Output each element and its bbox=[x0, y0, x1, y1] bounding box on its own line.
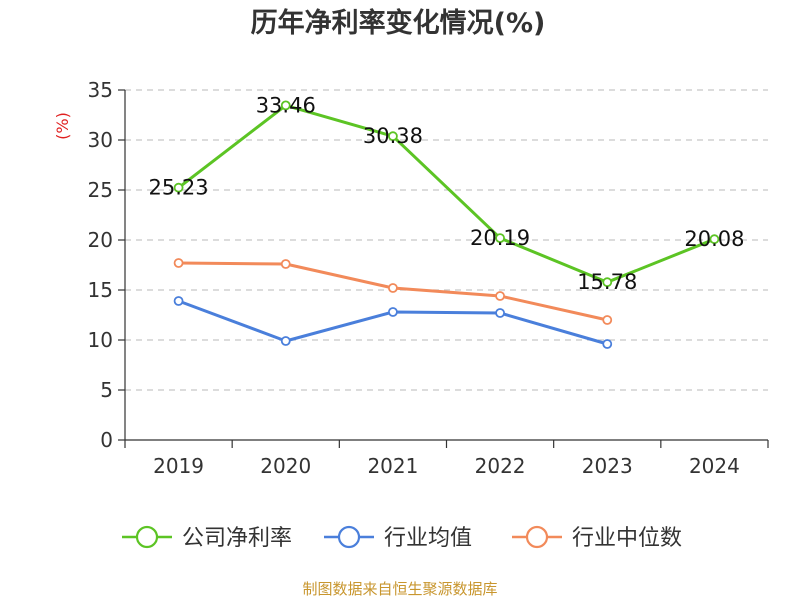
point-s0-2022 bbox=[495, 233, 505, 244]
point-s1-2020 bbox=[280, 336, 291, 346]
x-tick-label-2019: 2019 bbox=[153, 454, 204, 478]
point-s1-2019 bbox=[173, 296, 184, 306]
point-s2-2020 bbox=[280, 259, 291, 269]
point-s0-2023 bbox=[602, 277, 613, 288]
legend-label-2: 行业中位数 bbox=[572, 526, 682, 551]
y-tick-label-5: 5 bbox=[100, 378, 113, 402]
data-label-2024: 20.08 bbox=[684, 227, 744, 251]
point-s0-2021 bbox=[388, 131, 398, 142]
point-s1-2022 bbox=[495, 308, 505, 318]
axes bbox=[118, 89, 769, 448]
legend: 公司净利率 行业均值 行业中位数 bbox=[122, 525, 682, 551]
point-s2-2023 bbox=[602, 315, 613, 325]
y-tick-labels: 0 5 10 15 20 25 30 35 bbox=[88, 78, 113, 452]
data-label-2022: 20.19 bbox=[470, 226, 530, 250]
point-s0-2024 bbox=[709, 234, 720, 245]
data-label-2021: 30.38 bbox=[363, 124, 423, 148]
point-s2-2021 bbox=[388, 283, 398, 293]
point-s0-2020 bbox=[280, 100, 291, 111]
y-axis-label: (%) bbox=[53, 112, 72, 140]
point-s2-2019 bbox=[173, 258, 184, 268]
y-tick-label-10: 10 bbox=[88, 328, 113, 352]
x-tick-labels: 2019 2020 2021 2022 2023 2024 bbox=[153, 454, 740, 478]
data-label-2023: 15.78 bbox=[577, 270, 637, 294]
y-tick-label-30: 30 bbox=[88, 128, 113, 152]
legend-label-0: 公司净利率 bbox=[182, 526, 292, 551]
data-label-2020: 33.46 bbox=[256, 93, 316, 117]
point-s0-2019 bbox=[173, 182, 184, 193]
point-s1-2021 bbox=[388, 307, 398, 317]
y-tick-label-15: 15 bbox=[88, 278, 113, 302]
y-tick-label-20: 20 bbox=[88, 228, 113, 252]
y-tick-label-35: 35 bbox=[88, 78, 113, 102]
footer-source: 制图数据来自恒生聚源数据库 bbox=[302, 580, 497, 598]
legend-label-1: 行业均值 bbox=[384, 526, 472, 551]
x-tick-label-2023: 2023 bbox=[582, 454, 633, 478]
x-tick-label-2024: 2024 bbox=[689, 454, 740, 478]
x-tick-label-2022: 2022 bbox=[475, 454, 526, 478]
series-lines bbox=[173, 100, 720, 349]
y-tick-label-0: 0 bbox=[100, 428, 113, 452]
point-s1-2023 bbox=[602, 339, 613, 349]
legend-marker-1 bbox=[337, 525, 361, 549]
data-label-2019: 25.23 bbox=[149, 176, 209, 200]
gridlines bbox=[125, 89, 768, 391]
legend-marker-0 bbox=[135, 525, 159, 549]
point-s2-2022 bbox=[495, 291, 505, 301]
y-tick-label-25: 25 bbox=[88, 178, 113, 202]
x-tick-label-2020: 2020 bbox=[260, 454, 311, 478]
legend-marker-2 bbox=[525, 525, 549, 549]
series-line-0 bbox=[177, 103, 715, 284]
data-labels: 25.23 33.46 30.38 20.19 15.78 20.08 bbox=[149, 93, 745, 294]
x-tick-label-2021: 2021 bbox=[367, 454, 418, 478]
chart-title: 历年净利率变化情况(%) bbox=[251, 7, 546, 39]
